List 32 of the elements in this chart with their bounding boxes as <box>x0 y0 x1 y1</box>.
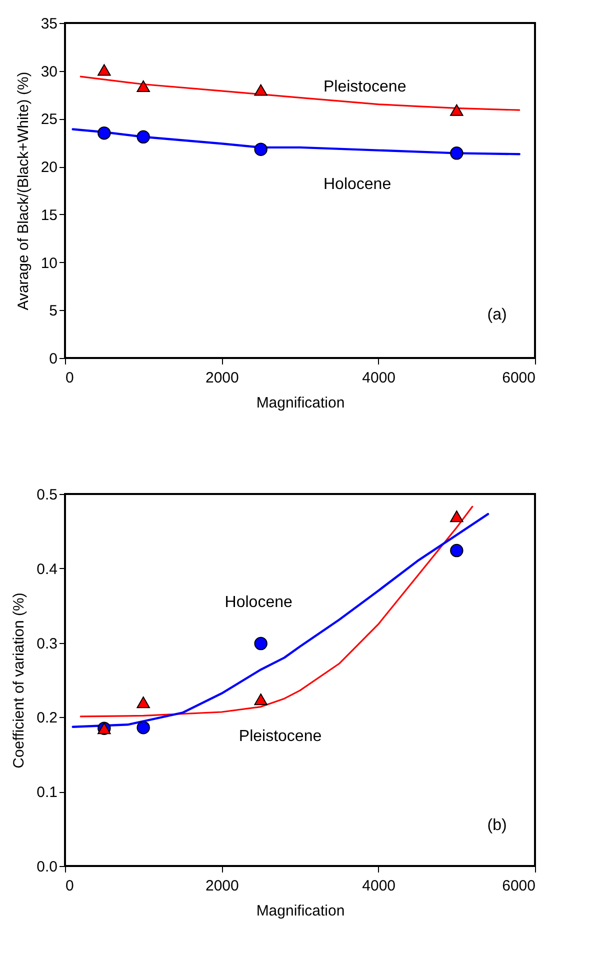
y-tick-label: 15 <box>40 206 58 224</box>
x-tick-label: 4000 <box>362 878 396 894</box>
x-tick-label: 2000 <box>205 878 239 894</box>
y-tick-label: 10 <box>40 254 58 272</box>
annotation: Holocene <box>324 176 392 193</box>
x-tick-label: 4000 <box>362 370 396 386</box>
y-tick-label: 0.0 <box>36 858 58 876</box>
y-tick-label: 35 <box>40 16 58 32</box>
y-tick-label: 0.3 <box>36 635 58 652</box>
x-tick-label: 6000 <box>502 370 536 386</box>
y-tick-label: 0 <box>49 350 58 368</box>
y-axis-title: Avarage of Black/(Black+White) (%) <box>14 72 32 310</box>
annotation: Pleistocene <box>238 728 322 745</box>
y-tick-label: 25 <box>40 111 58 128</box>
y-tick-label: 0.4 <box>36 560 58 578</box>
x-tick-label: 2000 <box>205 370 239 386</box>
annotation: Pleistocene <box>324 78 406 96</box>
y-tick-label: 0.5 <box>36 486 58 504</box>
x-tick-label: 0 <box>66 370 74 386</box>
x-axis-title: Magnification <box>256 394 345 412</box>
y-tick-label: 20 <box>40 159 58 176</box>
annotation: Holocene <box>224 594 293 611</box>
y-axis-title: Coefficient of variation (%) <box>10 592 28 768</box>
x-axis-title: Magnification <box>256 902 345 920</box>
y-tick-label: 0.2 <box>36 710 58 727</box>
y-tick-label: 30 <box>40 63 58 80</box>
annotation: (b) <box>487 817 507 834</box>
y-tick-label: 5 <box>49 302 58 320</box>
y-tick-label: 0.1 <box>36 784 58 802</box>
x-tick-label: 0 <box>66 878 74 894</box>
annotation: (a) <box>487 306 507 324</box>
x-tick-label: 6000 <box>502 878 536 894</box>
